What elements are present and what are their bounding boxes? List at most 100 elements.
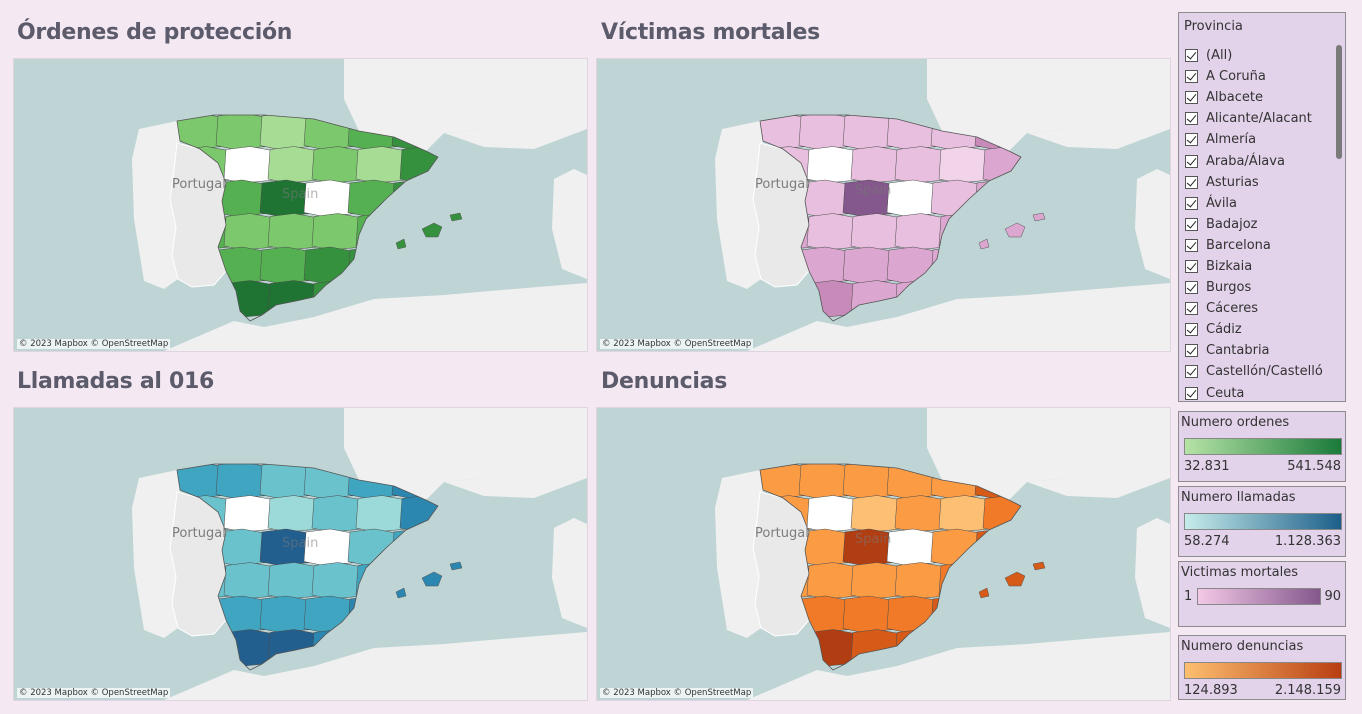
filter-item[interactable]: Ceuta [1185,383,1335,404]
province-shape[interactable] [303,246,355,284]
checkbox-checked-icon[interactable] [1185,175,1198,189]
filter-item[interactable]: Bizkaia [1185,256,1335,277]
map-attribution[interactable]: © 2023 Mapbox © OpenStreetMap [600,688,754,698]
checkbox-checked-icon[interactable] [1185,49,1198,63]
province-shape[interactable] [399,495,450,533]
filter-item[interactable]: Asturias [1185,172,1335,193]
menorca-shape[interactable] [1032,212,1046,222]
province-shape[interactable] [974,528,1025,566]
province-shape[interactable] [930,179,982,217]
province-shape[interactable] [806,146,858,184]
mallorca-shape[interactable] [421,222,443,238]
province-shape[interactable] [974,595,1025,633]
checkbox-checked-icon[interactable] [1185,70,1198,84]
filter-item[interactable]: Badajoz [1185,214,1335,235]
province-shape[interactable] [806,562,858,600]
map-denuncias[interactable]: Portugal Spain © 2023 Mapbox © OpenStree… [596,407,1171,701]
province-shape[interactable] [311,562,363,600]
province-shape[interactable] [399,146,450,184]
province-shape[interactable] [391,179,442,217]
province-shape[interactable] [806,495,858,533]
province-shape[interactable] [215,113,267,150]
province-shape[interactable] [223,495,275,533]
filter-item[interactable]: A Coruña [1185,66,1335,87]
province-shape[interactable] [391,595,442,633]
checkbox-checked-icon[interactable] [1185,154,1198,168]
filter-list[interactable]: (All) A Coruña Albacete Alicante/Alacant Alm… [1185,45,1335,404]
province-shape[interactable] [886,528,938,566]
filter-item[interactable]: Cantabria [1185,340,1335,361]
province-shape[interactable] [850,495,902,533]
province-shape[interactable] [311,146,363,184]
province-shape[interactable] [303,595,355,633]
map-ordenes[interactable]: Portugal Spain © 2023 Mapbox © OpenStree… [13,58,588,352]
filter-item[interactable]: (All) [1185,45,1335,66]
province-shape[interactable] [259,246,311,284]
filter-item[interactable]: Barcelona [1185,235,1335,256]
province-shape[interactable] [267,213,319,251]
mallorca-shape[interactable] [421,571,443,587]
filter-scrollbar[interactable] [1336,45,1342,159]
province-shape[interactable] [259,595,311,633]
province-shape[interactable] [391,528,442,566]
province-shape[interactable] [938,146,990,184]
province-shape[interactable] [347,179,399,217]
checkbox-checked-icon[interactable] [1185,112,1198,126]
mallorca-shape[interactable] [1004,222,1026,238]
filter-item[interactable]: Cádiz [1185,319,1335,340]
province-shape[interactable] [982,146,1033,184]
province-shape[interactable] [311,495,363,533]
province-shape[interactable] [391,246,442,284]
province-shape[interactable] [267,146,319,184]
filter-item[interactable]: Burgos [1185,277,1335,298]
province-shape[interactable] [974,246,1025,284]
map-attribution[interactable]: © 2023 Mapbox © OpenStreetMap [17,339,171,349]
checkbox-checked-icon[interactable] [1185,91,1198,105]
province-shape[interactable] [798,462,850,499]
province-filter[interactable]: Provincia (All) A Coruña Albacete Alicante/… [1178,12,1346,402]
checkbox-checked-icon[interactable] [1185,196,1198,210]
map-llamadas[interactable]: Portugal Spain © 2023 Mapbox © OpenStree… [13,407,588,701]
province-shape[interactable] [267,629,319,667]
checkbox-checked-icon[interactable] [1185,133,1198,147]
filter-item[interactable]: Almería [1185,129,1335,150]
province-shape[interactable] [842,246,894,284]
province-shape[interactable] [894,562,946,600]
checkbox-checked-icon[interactable] [1185,386,1198,400]
filter-item[interactable]: Ávila [1185,193,1335,214]
province-shape[interactable] [894,495,946,533]
province-shape[interactable] [886,179,938,217]
filter-item[interactable]: Albacete [1185,87,1335,108]
province-shape[interactable] [850,562,902,600]
checkbox-checked-icon[interactable] [1185,259,1198,273]
map-attribution[interactable]: © 2023 Mapbox © OpenStreetMap [17,688,171,698]
province-shape[interactable] [886,595,938,633]
province-shape[interactable] [311,213,363,251]
filter-item[interactable]: Castellón/Castelló [1185,361,1335,382]
checkbox-checked-icon[interactable] [1185,323,1198,337]
province-shape[interactable] [850,213,902,251]
province-shape[interactable] [982,495,1033,533]
province-shape[interactable] [938,495,990,533]
province-shape[interactable] [215,462,267,499]
province-shape[interactable] [886,246,938,284]
menorca-shape[interactable] [449,212,463,222]
province-shape[interactable] [223,213,275,251]
checkbox-checked-icon[interactable] [1185,238,1198,252]
province-shape[interactable] [223,562,275,600]
mallorca-shape[interactable] [1004,571,1026,587]
province-shape[interactable] [842,595,894,633]
province-shape[interactable] [347,528,399,566]
ibiza-shape[interactable] [395,238,407,250]
checkbox-checked-icon[interactable] [1185,217,1198,231]
province-shape[interactable] [806,213,858,251]
map-victimas[interactable]: Portugal Spain © 2023 Mapbox © OpenStree… [596,58,1171,352]
checkbox-checked-icon[interactable] [1185,344,1198,358]
checkbox-checked-icon[interactable] [1185,365,1198,379]
filter-item[interactable]: Alicante/Alacant [1185,108,1335,129]
province-shape[interactable] [974,179,1025,217]
menorca-shape[interactable] [449,561,463,571]
ibiza-shape[interactable] [395,587,407,599]
province-shape[interactable] [850,146,902,184]
map-attribution[interactable]: © 2023 Mapbox © OpenStreetMap [600,339,754,349]
